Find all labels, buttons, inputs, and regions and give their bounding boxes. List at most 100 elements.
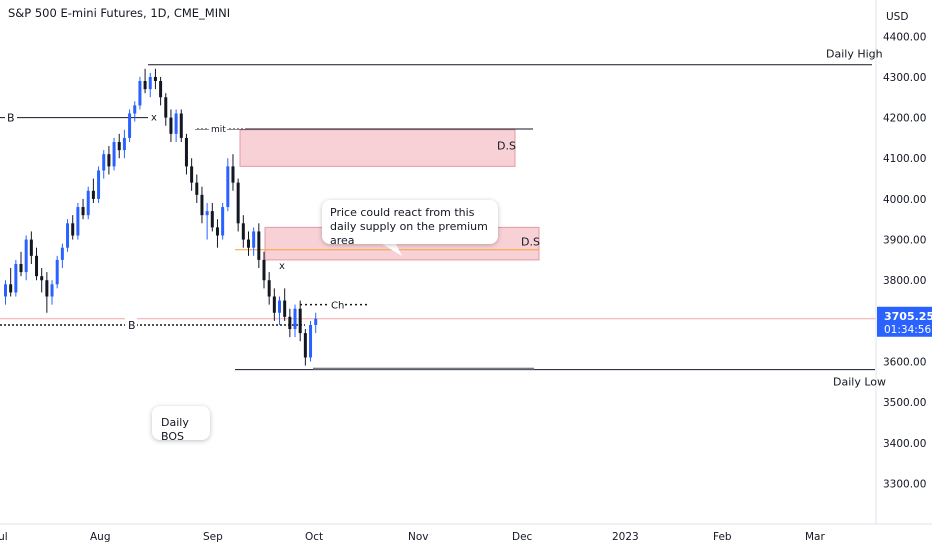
candle-body (35, 255, 39, 277)
candle-body (66, 223, 70, 248)
callout-bos-tail (164, 388, 178, 406)
x-tick-label: Jul (0, 531, 8, 543)
y-tick-label: 3800.00 (883, 275, 926, 287)
candle-body (40, 276, 44, 281)
y-tick-label: 4100.00 (883, 153, 926, 165)
candle-body (283, 300, 287, 317)
candle-body (4, 284, 7, 297)
daily-low-marker (313, 367, 534, 370)
b-lower-bg (125, 317, 137, 332)
callout-supply-text: Price could react from this daily supply… (330, 206, 488, 247)
candle-body (148, 76, 152, 90)
candle-body (262, 259, 266, 281)
x-tick-label: 2023 (612, 531, 639, 543)
candle-body (257, 231, 261, 260)
mit-bg (209, 121, 227, 134)
candle-body (55, 259, 59, 285)
level-lines (0, 64, 876, 371)
y-tick-label: 3400.00 (883, 438, 926, 450)
candle-body (128, 113, 132, 138)
x-upper-label: x (151, 113, 157, 124)
ch-label: Ch (331, 301, 344, 312)
candle-body (210, 211, 214, 228)
candle-body (45, 280, 49, 297)
chart-title: S&P 500 E-mini Futures, 1D, CME_MINI (8, 6, 231, 20)
y-tick-label: 3500.00 (883, 397, 926, 409)
candles (4, 68, 318, 366)
x-tick-label: Aug (90, 531, 111, 543)
candle-body (190, 166, 194, 183)
candle-body (91, 190, 95, 199)
candle-body (81, 207, 85, 216)
candle-body (122, 137, 126, 151)
price-tag (877, 306, 932, 337)
b-upper-label: B (7, 112, 15, 125)
candle-body (102, 154, 106, 171)
candle-body (272, 296, 276, 313)
candle-body (179, 113, 183, 138)
candle-body (24, 239, 28, 273)
daily-high-label: Daily High (826, 48, 883, 61)
candle-body (112, 141, 116, 167)
b-lower-label: B (128, 319, 136, 332)
ds-label-upper: D.S (497, 139, 516, 152)
candle-body (133, 105, 137, 114)
callout-bos[interactable]: Daily BOS (152, 406, 210, 443)
candle-body (205, 211, 209, 216)
mit-label: mit (211, 125, 226, 135)
price-axis-bg (876, 0, 932, 524)
candle-body (174, 113, 178, 134)
annotation-labels: D.S D.S Daily High Daily Low B B Ch mit x x (5, 48, 886, 406)
daily-low-label: Daily Low (833, 376, 886, 389)
x-tick-label: Dec (512, 531, 533, 543)
candle-body (267, 280, 271, 297)
candle-body (221, 207, 225, 236)
candle-body (215, 227, 219, 236)
ds-label-lower: D.S (521, 236, 540, 249)
candle-body (298, 308, 302, 334)
candle-body (153, 76, 157, 81)
candle-body (29, 239, 33, 256)
supply-zone-upper (239, 129, 516, 167)
candle-body (19, 263, 23, 273)
candle-body (184, 137, 188, 167)
x-tick-label: Nov (408, 531, 429, 543)
candle-body (169, 117, 173, 134)
callout-bos-text: Daily BOS (161, 416, 189, 443)
candle-body (246, 239, 250, 248)
candle-body (309, 324, 313, 358)
y-tick-label: 3300.00 (883, 479, 926, 491)
candle-body (236, 182, 240, 224)
callout-supply-tail (382, 244, 402, 256)
candle-body (200, 194, 204, 216)
price-axis: USD 4400.00 4300.00 4200.00 4100.00 4000.00 39… (875, 0, 932, 524)
candle-body (76, 207, 80, 236)
candle-body (14, 263, 18, 293)
x-tick-label: Mar (805, 531, 825, 543)
y-tick-label: 4300.00 (883, 72, 926, 84)
price-tag-value: 3705.25 (884, 310, 932, 323)
candle-body (288, 316, 292, 330)
candle-body (241, 223, 245, 240)
callout-supply[interactable]: Price could react from this daily supply… (322, 200, 498, 247)
y-tick-label: 3600.00 (883, 357, 926, 369)
y-tick-label: 4000.00 (883, 194, 926, 206)
y-tick-label: 3900.00 (883, 235, 926, 247)
candle-body (278, 300, 282, 313)
candle-body (138, 80, 142, 106)
candle-body (117, 141, 121, 151)
candle-body (164, 97, 168, 118)
candle-body (293, 308, 297, 330)
currency-label: USD (886, 11, 908, 23)
x-tick-label: Feb (713, 531, 732, 543)
candle-body (71, 223, 75, 236)
x-lower-label: x (279, 261, 285, 272)
candle-body (60, 247, 64, 260)
ch-bg (327, 297, 345, 312)
candle-body (303, 333, 307, 358)
candle-body (159, 80, 163, 98)
candle-body (143, 80, 147, 90)
candle-body (195, 182, 199, 195)
